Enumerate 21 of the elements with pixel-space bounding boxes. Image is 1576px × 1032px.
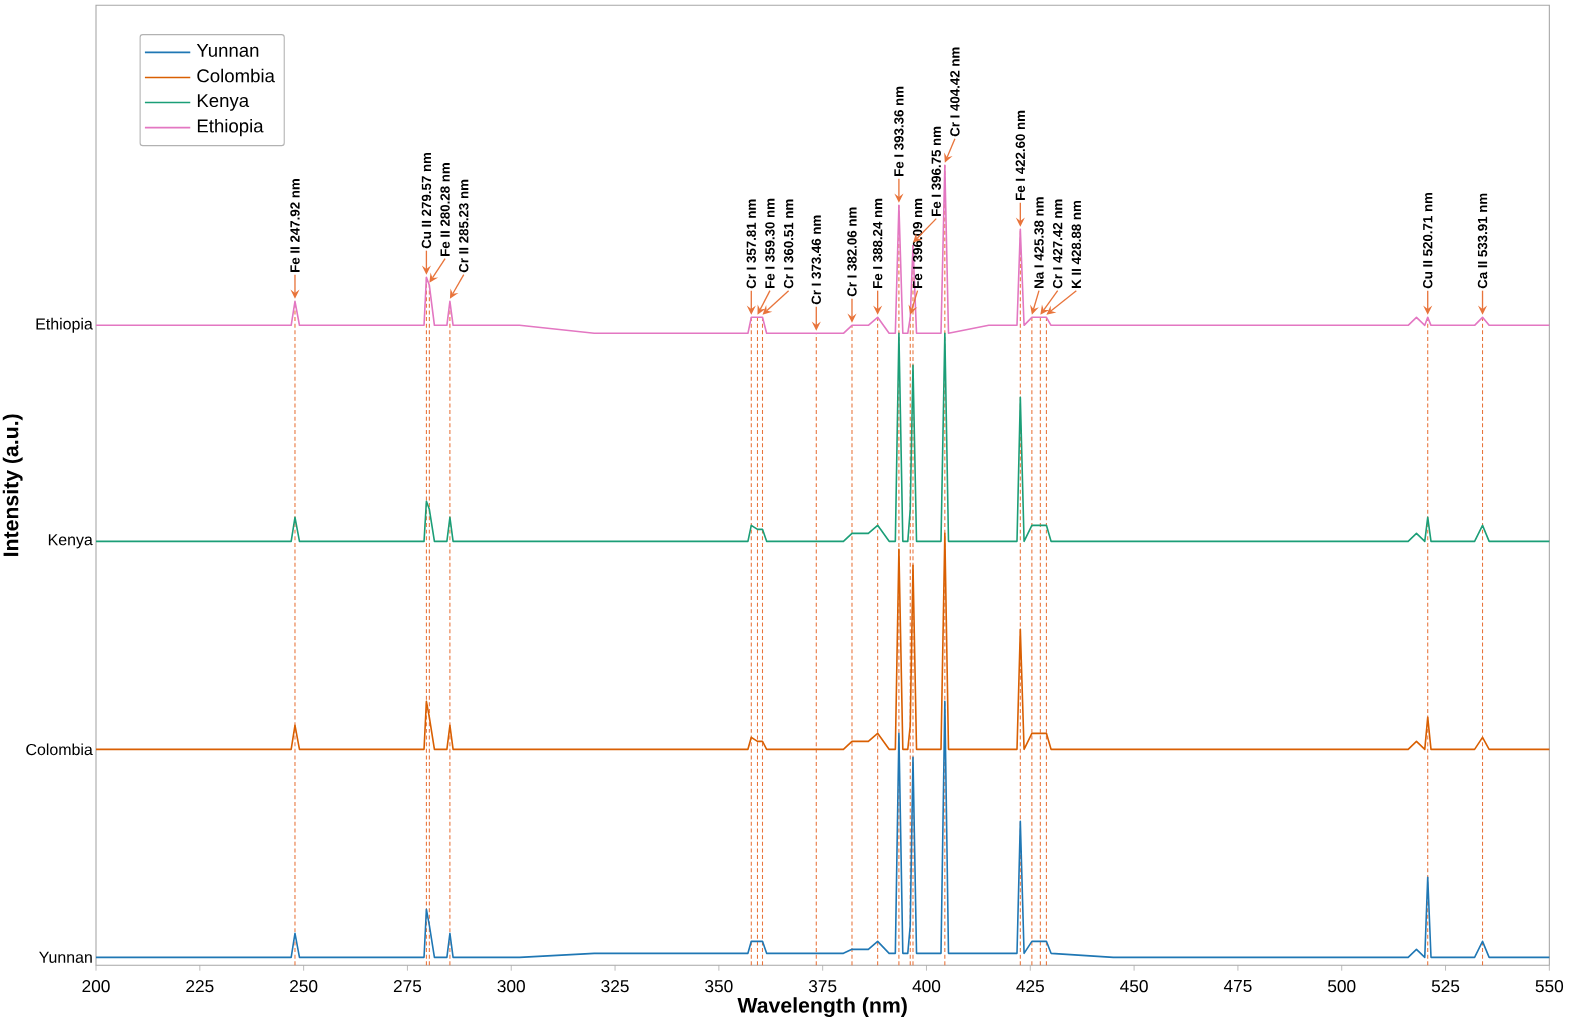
x-tick-label: 300 (497, 980, 525, 993)
x-tick-label: 350 (705, 980, 733, 993)
legend-label: Yunnan (196, 43, 259, 57)
x-tick-label: 550 (1535, 980, 1564, 993)
x-tick-label: 525 (1431, 980, 1460, 993)
x-tick-label: 400 (912, 980, 941, 993)
legend-label: Ethiopia (197, 118, 264, 137)
legend-label: Kenya (197, 94, 250, 111)
x-tick-label: 200 (82, 980, 110, 993)
y-axis-title: Intensity (a.u.) (2, 414, 23, 556)
x-tick-label: 375 (808, 980, 837, 993)
x-tick-label: 250 (290, 980, 318, 993)
x-tick-label: 225 (186, 980, 214, 993)
x-axis-title: Wavelength (nm) (737, 997, 907, 1018)
x-tick-label: 425 (1016, 980, 1044, 993)
x-tick-label: 475 (1223, 980, 1252, 993)
x-tick-label: 275 (393, 980, 422, 993)
x-tick-label: 500 (1328, 980, 1356, 993)
x-tick-label: 325 (601, 980, 629, 993)
legend-label: Colombia (197, 68, 275, 83)
x-tick-label: 450 (1120, 980, 1148, 993)
